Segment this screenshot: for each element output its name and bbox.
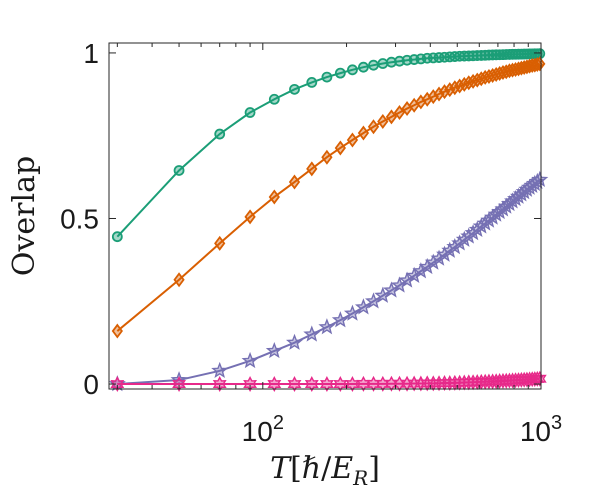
data-point [321,149,333,165]
data-point [306,77,318,88]
data-point [346,132,359,148]
data-point [377,113,389,129]
data-point [424,253,442,270]
data-point [243,376,257,393]
data-point [214,235,226,251]
data-point [405,266,423,284]
series-hexagram [110,370,547,393]
data-point [418,257,436,275]
data-point [173,272,185,288]
data-point [333,376,348,393]
data-point [289,83,300,95]
data-point [358,61,369,73]
x-axis-title: T[ℏ/ER] [270,451,380,490]
data-point [214,128,226,140]
data-point [413,375,428,392]
data-point [347,64,358,76]
series-line [116,62,541,332]
data-point [172,376,186,393]
x-axis-ticks: 102 103 [116,43,562,447]
x-tick-label: 102 [242,412,284,447]
data-point [377,58,389,69]
data-point [331,311,349,328]
data-point [356,375,371,392]
y-tick-label: 0.5 [60,203,99,234]
data-point [110,376,125,393]
data-point [357,125,370,141]
y-axis-title: Overlap [7,156,42,276]
data-point [241,351,259,369]
data-point [436,245,454,262]
data-point [306,161,318,177]
axes-frame [108,42,542,390]
data-point [319,376,334,393]
data-point [173,165,185,176]
data-point [365,292,383,309]
data-point [304,376,319,393]
data-point [375,375,390,392]
data-point [343,304,361,321]
data-point [354,298,372,315]
data-point [265,341,283,359]
data-point [385,109,398,125]
data-point [334,140,346,156]
data-point [430,249,448,266]
data-point [321,71,333,83]
data-point [368,59,379,71]
data-point [412,262,430,279]
data-point [398,271,416,288]
data-point [285,333,304,350]
data-point [212,376,227,393]
data-point [394,55,405,67]
data-point [267,376,282,393]
data-point [211,361,229,379]
data-point [303,325,321,342]
data-point [390,276,409,293]
x-tick-label: 103 [520,412,562,447]
y-axis-ticks: 00.51 [60,38,541,400]
data-point [458,76,470,92]
data-point [534,56,546,72]
data-point [244,209,256,225]
data-point [367,119,380,135]
data-point [268,189,280,205]
data-point [288,174,301,190]
y-tick-label: 0 [83,369,99,400]
data-point [268,93,280,105]
data-point [531,57,543,73]
data-point [531,170,549,187]
data-point [244,107,256,118]
data-point [334,67,346,79]
series-circle [111,48,546,243]
data-point [111,323,123,339]
series-diamond [111,56,546,339]
data-point [287,376,302,393]
data-point [532,370,547,387]
data-point [393,105,406,121]
data-point [318,318,336,335]
data-point [366,375,381,392]
data-point [111,231,123,243]
y-tick-label: 1 [83,38,99,69]
series-layer [108,48,549,393]
